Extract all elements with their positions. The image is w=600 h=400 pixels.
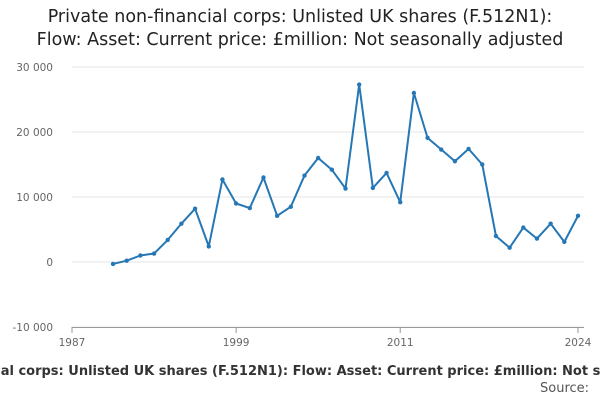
source-label: Source: (540, 381, 590, 396)
data-point[interactable] (425, 135, 430, 141)
x-tick-label: 1987 (59, 337, 86, 349)
data-point[interactable] (575, 213, 581, 219)
gridlines (72, 66, 584, 328)
data-point[interactable] (220, 177, 225, 182)
data-point[interactable] (165, 237, 170, 243)
x-axis: 1987 1999 2011 2024 (59, 327, 592, 349)
data-point[interactable] (439, 147, 444, 152)
data-point[interactable] (548, 221, 553, 226)
data-point[interactable] (315, 155, 321, 161)
data-point[interactable] (233, 201, 239, 206)
data-point[interactable] (398, 200, 403, 205)
y-axis-ticks: 30 000 20 000 10 000 0 -10 000 (12, 62, 53, 334)
data-point[interactable] (247, 205, 252, 211)
series-line (112, 83, 579, 265)
legend: Private non-financial corps: Unlisted UK… (0, 364, 600, 382)
data-point[interactable] (124, 258, 129, 263)
y-tick-label: -10 000 (12, 322, 53, 334)
data-point[interactable] (138, 253, 143, 258)
data-point[interactable] (466, 146, 471, 152)
data-point[interactable] (261, 175, 266, 180)
data-point[interactable] (110, 261, 116, 267)
data-point[interactable] (151, 251, 157, 256)
data-point[interactable] (179, 221, 184, 226)
data-point[interactable] (507, 245, 512, 250)
data-point[interactable] (356, 82, 362, 87)
y-tick-label: 0 (46, 257, 53, 269)
data-point[interactable] (370, 185, 376, 191)
chart-title: Private non-financial corps: Unlisted UK… (0, 6, 600, 52)
data-point[interactable] (343, 186, 348, 191)
y-tick-label: 10 000 (16, 192, 53, 204)
x-tick-label: 2024 (565, 337, 592, 349)
series-line-group (110, 82, 581, 267)
data-point[interactable] (562, 239, 567, 245)
chart-title-line-2: Flow: Asset: Current price: £million: No… (36, 30, 564, 50)
data-point[interactable] (288, 204, 294, 209)
data-point[interactable] (521, 225, 526, 230)
legend-label: Private non-financial corps: Unlisted UK… (0, 364, 600, 379)
data-point[interactable] (384, 170, 389, 176)
data-point[interactable] (302, 173, 307, 178)
y-tick-label: 30 000 (16, 62, 53, 74)
data-point[interactable] (192, 206, 198, 211)
data-point[interactable] (274, 213, 280, 219)
x-tick-label: 1999 (223, 337, 250, 349)
data-point[interactable] (480, 162, 485, 167)
data-point[interactable] (534, 236, 540, 241)
data-point[interactable] (493, 233, 499, 239)
x-tick-label: 2011 (387, 337, 414, 349)
data-point[interactable] (452, 159, 458, 164)
data-point[interactable] (411, 90, 417, 96)
chart-title-line-1: Private non-financial corps: Unlisted UK… (47, 7, 553, 27)
y-tick-label: 20 000 (16, 127, 53, 139)
data-point[interactable] (206, 244, 211, 249)
data-point[interactable] (329, 167, 335, 172)
